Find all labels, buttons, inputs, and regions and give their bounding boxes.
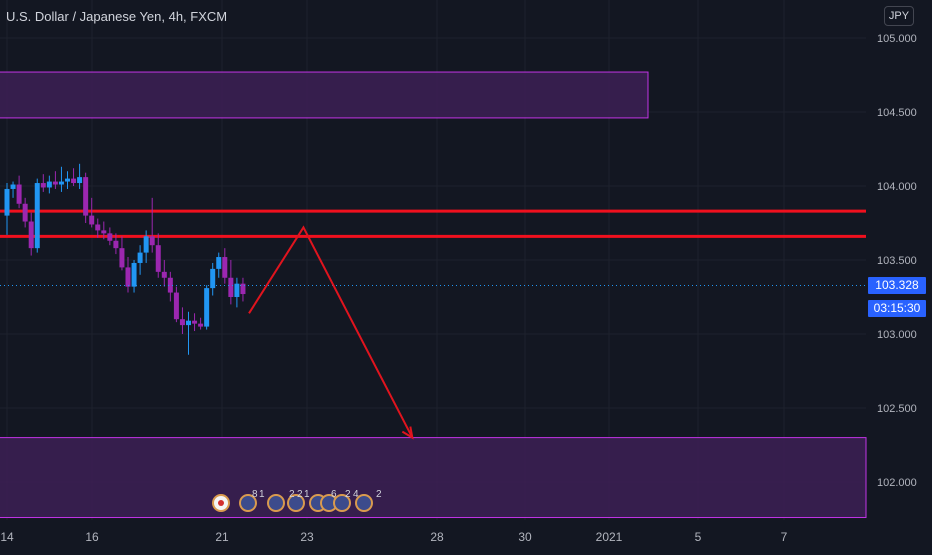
candle-body — [4, 188, 10, 216]
candle-body — [137, 252, 143, 263]
candle-body — [46, 181, 52, 188]
candle-body — [234, 283, 240, 297]
candle-body — [155, 245, 161, 272]
candle-body — [161, 271, 167, 278]
candle-body — [40, 183, 46, 188]
currency-button[interactable]: JPY — [884, 6, 914, 26]
event-count-label: 1 — [259, 489, 265, 500]
candle-body — [173, 292, 179, 320]
us-flag-icon — [267, 494, 285, 512]
candle-body — [149, 236, 155, 246]
candle-body — [101, 230, 107, 234]
time-tick-label: 30 — [518, 530, 532, 544]
candle-body — [77, 177, 83, 184]
price-tick-label: 103.000 — [877, 329, 917, 341]
time-tick-label: 23 — [300, 530, 314, 544]
candle-body — [167, 277, 173, 293]
candle-body — [125, 267, 131, 287]
candle-body — [186, 320, 191, 326]
bar-countdown-badge: 03:15:30 — [868, 300, 926, 318]
symbol-title: U.S. Dollar / Japanese Yen, 4h, FXCM — [6, 9, 228, 24]
price-tick-label: 104.500 — [877, 107, 917, 119]
candle-body — [22, 203, 28, 222]
candle-body — [10, 184, 16, 189]
candle-body — [143, 236, 149, 253]
candle-body — [58, 181, 64, 185]
candle-body — [34, 183, 40, 249]
time-axis: 14 16 21 23 28 30 2021 5 7 — [0, 530, 787, 544]
event-count-label: 1 — [304, 489, 310, 500]
event-count-label: 8 — [252, 489, 258, 500]
event-count-label: 2 — [289, 489, 295, 500]
time-tick-label: 16 — [85, 530, 99, 544]
time-tick-label: 2021 — [596, 530, 623, 544]
time-tick-label: 7 — [781, 530, 788, 544]
time-tick-label: 28 — [430, 530, 444, 544]
candle-body — [216, 257, 222, 269]
last-price-badge: 103.328 — [868, 277, 926, 295]
candle-body — [119, 248, 125, 268]
candle-body — [52, 181, 58, 185]
projection-arrowhead — [401, 426, 414, 440]
price-tick-label: 102.000 — [877, 477, 917, 489]
supply-demand-zone — [0, 437, 867, 519]
price-tick-label: 105.000 — [877, 33, 917, 45]
candle-body — [89, 215, 95, 225]
candle-body — [198, 323, 204, 327]
candle-body — [71, 178, 77, 184]
candle-body — [192, 320, 198, 324]
event-count-label: 2 — [297, 489, 303, 500]
price-tick-label: 102.500 — [877, 403, 917, 415]
candle-body — [240, 283, 246, 295]
candle-body — [113, 240, 119, 249]
time-tick-label: 21 — [215, 530, 229, 544]
candle-body — [107, 233, 113, 241]
projection-path — [248, 225, 414, 439]
us-flag-icon — [355, 494, 373, 512]
candle-body — [222, 257, 228, 278]
event-count-label: 6 — [331, 489, 337, 500]
candle-body — [179, 319, 185, 326]
candle-body — [204, 288, 210, 327]
candle-body — [28, 221, 34, 249]
candle-body — [65, 178, 70, 182]
candle-body — [83, 177, 89, 216]
price-tick-label: 103.500 — [877, 255, 917, 267]
us-flag-icon — [333, 494, 351, 512]
candles — [4, 163, 246, 355]
us-flag-icon — [287, 494, 305, 512]
candle-body — [95, 224, 101, 231]
candle-body — [228, 277, 234, 297]
candle-body — [210, 268, 216, 289]
price-axis: 105.000 104.500 104.000 103.500 103.000 102.5… — [877, 33, 917, 489]
event-count-label: 2 — [345, 489, 351, 500]
candle-body — [16, 184, 22, 204]
event-count-label: 4 — [353, 489, 359, 500]
japan-flag-dot-icon — [218, 500, 224, 506]
candle-body — [131, 262, 137, 287]
price-tick-label: 104.000 — [877, 181, 917, 193]
time-tick-label: 14 — [0, 530, 14, 544]
time-tick-label: 5 — [695, 530, 702, 544]
supply-demand-zone — [0, 71, 649, 119]
event-count-label: 2 — [376, 489, 382, 500]
us-flag-icon — [239, 494, 257, 512]
